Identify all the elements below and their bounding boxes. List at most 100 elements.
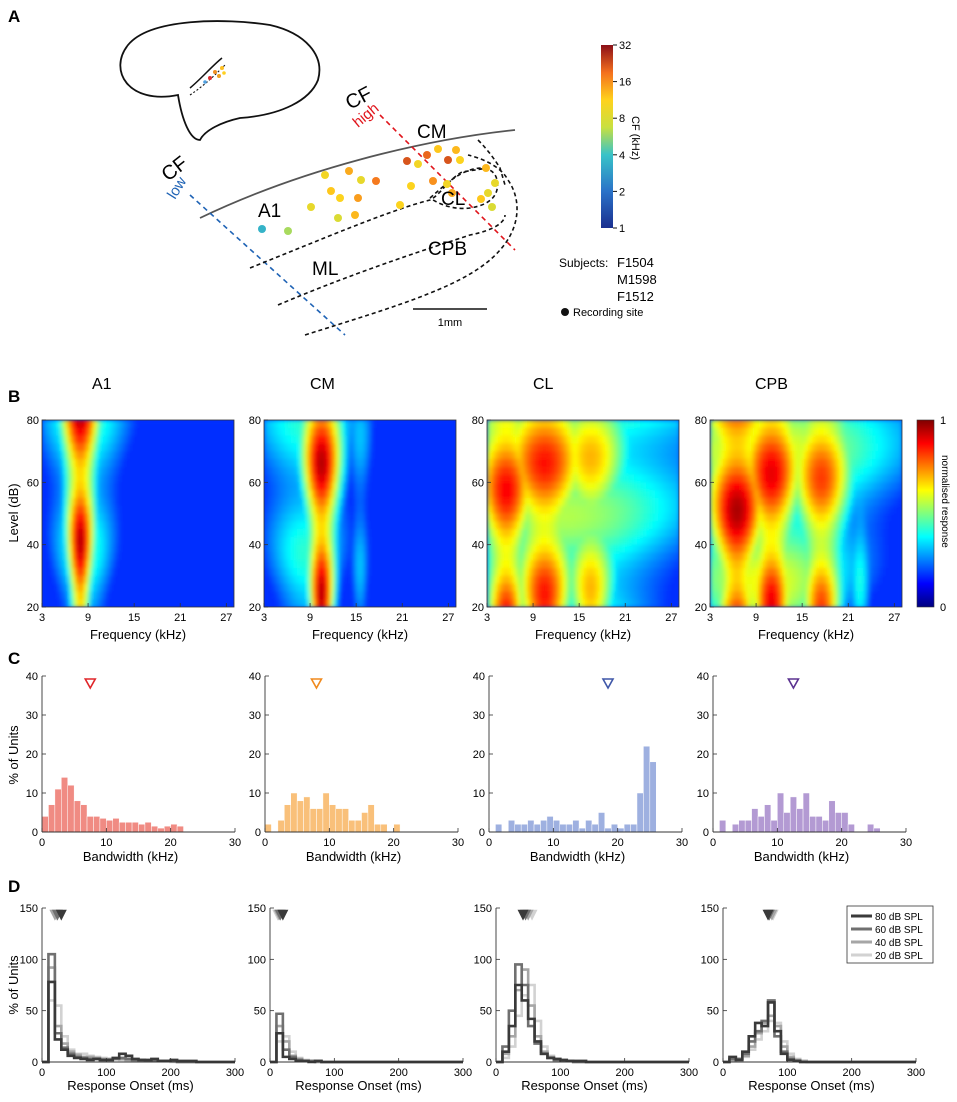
heatmap-cell <box>291 420 295 429</box>
heatmap-cell <box>180 513 184 522</box>
heatmap-cell <box>315 568 319 577</box>
heatmap-cell <box>493 552 497 561</box>
heatmap-cell <box>369 443 373 452</box>
recording-site <box>351 211 359 219</box>
heatmap-cell <box>195 552 199 561</box>
heatmap-cell <box>526 599 530 607</box>
heatmap-cell <box>384 482 388 491</box>
heatmap-cell <box>66 466 70 476</box>
heatmap-cell <box>204 458 208 468</box>
heatmap-cell <box>189 458 193 468</box>
heatmap-cell <box>378 552 382 561</box>
heatmap-cell <box>198 420 202 429</box>
heatmap-cell <box>505 427 509 437</box>
heatmap-cell <box>667 575 671 585</box>
heatmap-cell <box>661 529 665 538</box>
heatmap-cell <box>198 427 202 437</box>
heatmap-cell <box>81 575 85 585</box>
heatmap-cell <box>378 427 382 437</box>
heatmap-cell <box>577 466 581 476</box>
heatmap-cell <box>213 575 217 585</box>
heatmap-cell <box>601 443 605 452</box>
heatmap-cell <box>508 529 512 538</box>
heatmap-cell <box>219 599 223 607</box>
heatmap-cell <box>523 536 527 546</box>
heatmap-cell <box>318 490 322 499</box>
heatmap-cell <box>622 521 626 530</box>
heatmap-cell <box>387 443 391 452</box>
heatmap-cell <box>405 575 409 585</box>
heatmap-cell <box>499 544 503 554</box>
heatmap-cell <box>526 591 530 600</box>
heatmap-cell <box>309 513 313 522</box>
heatmap-cell <box>141 568 145 577</box>
heatmap-cell <box>673 482 677 491</box>
heatmap-cell <box>869 435 873 444</box>
heatmap-cell <box>300 482 304 491</box>
heatmap-cell <box>93 420 97 429</box>
heatmap-cell <box>309 583 313 593</box>
heatmap-cell <box>108 505 112 515</box>
heatmap-cell <box>153 575 157 585</box>
heatmap-cell <box>746 435 750 444</box>
heatmap-cell <box>538 474 542 483</box>
heatmap-cell <box>595 583 599 593</box>
heatmap-cell <box>345 490 349 499</box>
heatmap-cell <box>267 599 271 607</box>
heatmap-cell <box>393 451 397 460</box>
heatmap-cell <box>324 435 328 444</box>
heatmap-cell <box>303 443 307 452</box>
heatmap-cell <box>360 451 364 460</box>
heatmap-cell <box>604 458 608 468</box>
heatmap-cell <box>607 466 611 476</box>
heatmap-cell <box>544 482 548 491</box>
heatmap-cell <box>568 435 572 444</box>
heatmap-cell <box>499 451 503 460</box>
heatmap-cell <box>351 474 355 483</box>
heatmap-cell <box>315 575 319 585</box>
heatmap-cell <box>550 443 554 452</box>
heatmap-cell <box>640 529 644 538</box>
heatmap-cell <box>538 427 542 437</box>
heatmap-cell <box>120 513 124 522</box>
heatmap-cell <box>444 544 448 554</box>
heatmap-cell <box>78 591 82 600</box>
heatmap-cell <box>147 490 151 499</box>
heatmap-cell <box>628 599 632 607</box>
heatmap-cell <box>423 427 427 437</box>
heatmap-cell <box>640 435 644 444</box>
heatmap-cell <box>417 544 421 554</box>
heatmap-cell <box>270 560 274 569</box>
heatmap-cell <box>661 513 665 522</box>
heatmap-cell <box>45 482 49 491</box>
heatmap-cell <box>583 513 587 522</box>
subject-2: M1598 <box>617 272 657 287</box>
heatmap-cell <box>592 552 596 561</box>
heatmap-cell <box>156 451 160 460</box>
heatmap-cell <box>216 505 220 515</box>
heatmap-cell <box>487 458 491 468</box>
heatmap-cell <box>315 505 319 515</box>
heatmap-cell <box>180 529 184 538</box>
heatmap-cell <box>450 420 454 429</box>
heatmap-cell <box>105 552 109 561</box>
heatmap-cell <box>502 420 506 429</box>
heatmap-cell <box>752 435 756 444</box>
heatmap-cell <box>523 521 527 530</box>
heatmap-cell <box>670 552 674 561</box>
heatmap-cell <box>586 529 590 538</box>
heatmap-cell <box>294 521 298 530</box>
heatmap-cell <box>447 497 451 507</box>
heatmap-cell <box>643 497 647 507</box>
heatmap-cell <box>447 568 451 577</box>
heatmap-cell <box>159 513 163 522</box>
heatmap-cell <box>129 505 133 515</box>
heatmap-cell <box>267 435 271 444</box>
heatmap-cell <box>57 529 61 538</box>
heatmap-cell <box>535 513 539 522</box>
heatmap-cell <box>411 490 415 499</box>
heatmap-cell <box>282 529 286 538</box>
heatmap-cell <box>165 420 169 429</box>
heatmap-cell <box>634 521 638 530</box>
heatmap-cell <box>526 544 530 554</box>
